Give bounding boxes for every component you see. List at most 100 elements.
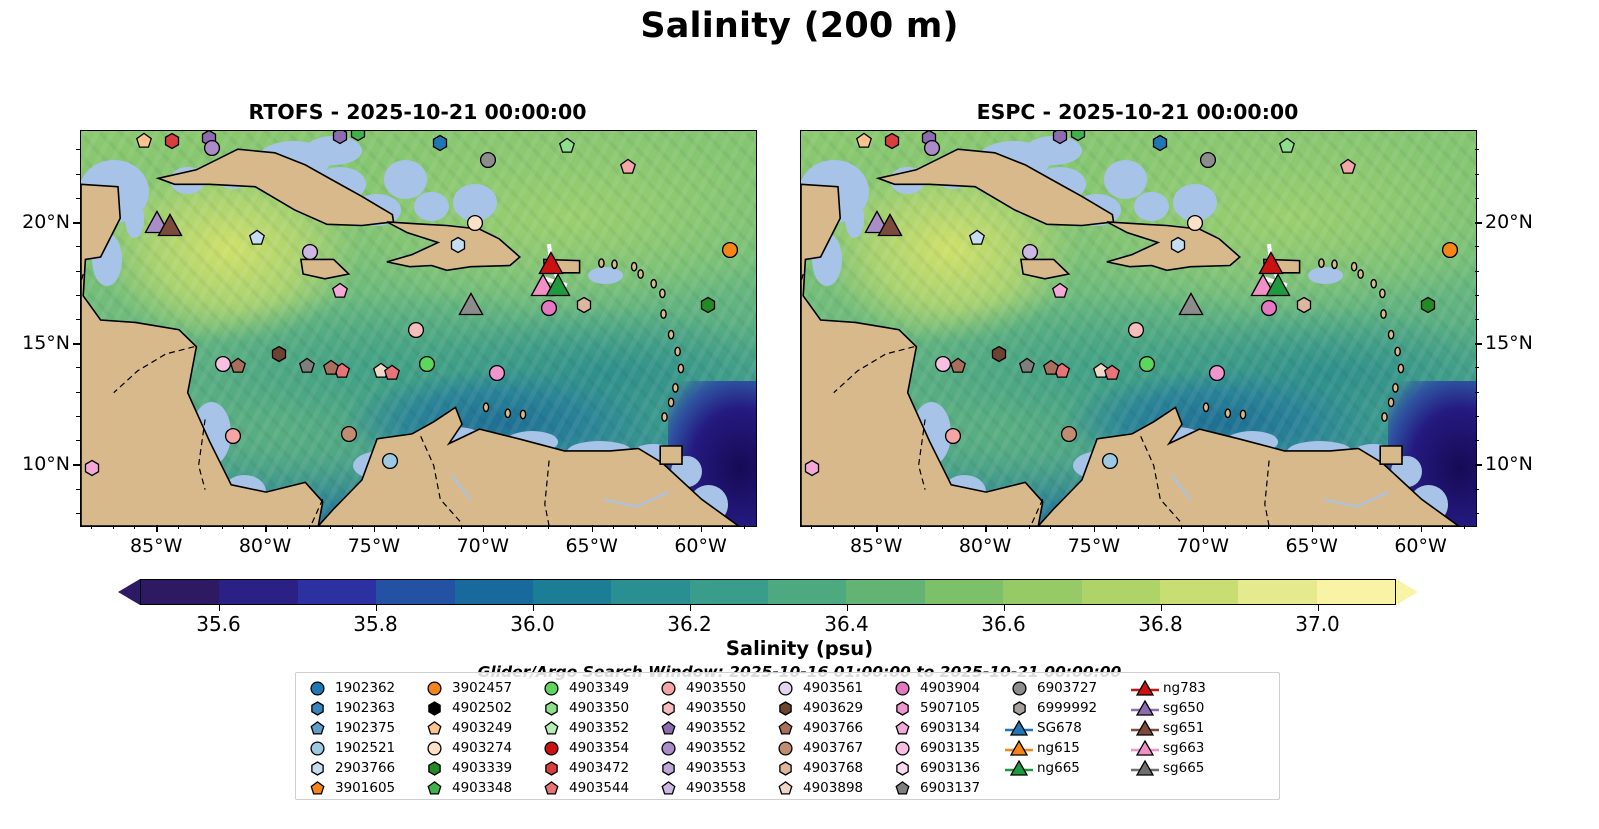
- map-marker-pentagon[interactable]: [299, 357, 316, 375]
- map-marker-circle[interactable]: [1021, 244, 1038, 261]
- legend-item[interactable]: 4903561: [770, 678, 887, 698]
- map-marker-circle[interactable]: [1128, 321, 1145, 338]
- map-marker-circle[interactable]: [467, 215, 484, 232]
- legend-item[interactable]: 3901605: [302, 778, 419, 798]
- map-marker-pentagon[interactable]: [229, 357, 246, 375]
- legend-item[interactable]: sg651: [1130, 718, 1256, 738]
- map-marker-pentagon[interactable]: [1052, 282, 1069, 299]
- legend-item[interactable]: 4903472: [536, 758, 653, 778]
- legend-item[interactable]: 4903629: [770, 698, 887, 718]
- map-marker-triangle[interactable]: [538, 251, 565, 275]
- map-marker-pentagon[interactable]: [1104, 364, 1121, 382]
- legend-item[interactable]: 4903349: [536, 678, 653, 698]
- map-marker-circle[interactable]: [923, 139, 940, 157]
- map-marker-hexagon[interactable]: [884, 132, 901, 149]
- map-marker-hexagon[interactable]: [349, 131, 366, 142]
- legend-item[interactable]: 3902457: [419, 678, 536, 698]
- map-marker-pentagon[interactable]: [1019, 357, 1036, 375]
- map-marker-hexagon[interactable]: [1152, 134, 1169, 152]
- map-marker-hexagon[interactable]: [83, 459, 100, 477]
- map-marker-circle[interactable]: [1261, 299, 1278, 316]
- legend-item[interactable]: 4903274: [419, 738, 536, 758]
- map-marker-circle[interactable]: [1102, 452, 1119, 469]
- legend-item[interactable]: sg663: [1130, 738, 1256, 758]
- map-marker-circle[interactable]: [1200, 152, 1217, 169]
- legend-item[interactable]: 4903350: [536, 698, 653, 718]
- legend-item[interactable]: ng783: [1130, 678, 1256, 698]
- map-marker-triangle[interactable]: [1265, 273, 1291, 297]
- map-marker-pentagon[interactable]: [856, 132, 873, 149]
- map-marker-pentagon[interactable]: [373, 362, 390, 379]
- map-marker-hexagon[interactable]: [1069, 131, 1086, 142]
- map-marker-triangle[interactable]: [1178, 292, 1204, 316]
- map-marker-hexagon[interactable]: [1295, 297, 1312, 314]
- map-marker-circle[interactable]: [1187, 215, 1204, 232]
- map-marker-circle[interactable]: [721, 241, 738, 258]
- map-marker-circle[interactable]: [340, 425, 357, 442]
- legend-item[interactable]: 5907105: [887, 698, 1004, 718]
- legend-item[interactable]: 6903134: [887, 718, 1004, 738]
- map-marker-triangle[interactable]: [157, 212, 183, 237]
- map-marker-hexagon[interactable]: [1420, 297, 1437, 314]
- legend-item[interactable]: 4903550: [653, 698, 770, 718]
- map-marker-hexagon[interactable]: [332, 131, 349, 145]
- map-marker-pentagon[interactable]: [136, 132, 153, 149]
- map-marker-hexagon[interactable]: [271, 345, 288, 363]
- legend-item[interactable]: 6999992: [1004, 698, 1130, 718]
- legend-item[interactable]: 4903348: [419, 778, 536, 798]
- map-marker-pentagon[interactable]: [619, 158, 636, 176]
- legend-item[interactable]: SG678: [1004, 718, 1130, 738]
- glider-argo-legend[interactable]: 1902362 1902363 1902375 1902521 2903766 39016…: [295, 672, 1280, 800]
- legend-item[interactable]: sg665: [1130, 758, 1256, 778]
- legend-item[interactable]: 4903550: [653, 678, 770, 698]
- legend-item[interactable]: 4903339: [419, 758, 536, 778]
- map-marker-circle[interactable]: [945, 428, 962, 445]
- map-marker-hexagon[interactable]: [991, 345, 1008, 363]
- map-marker-circle[interactable]: [1208, 365, 1225, 382]
- map-marker-circle[interactable]: [408, 321, 425, 338]
- map-marker-circle[interactable]: [541, 299, 558, 316]
- map-marker-hexagon[interactable]: [803, 459, 820, 477]
- map-marker-pentagon[interactable]: [1278, 137, 1295, 154]
- map-marker-hexagon[interactable]: [1052, 131, 1069, 145]
- legend-item[interactable]: 4902502: [419, 698, 536, 718]
- map-marker-circle[interactable]: [1441, 241, 1458, 258]
- legend-item[interactable]: 1902363: [302, 698, 419, 718]
- legend-item[interactable]: 4903558: [653, 778, 770, 798]
- legend-item[interactable]: 4903766: [770, 718, 887, 738]
- legend-item[interactable]: ng665: [1004, 758, 1130, 778]
- legend-item[interactable]: 1902362: [302, 678, 419, 698]
- map-marker-circle[interactable]: [301, 244, 318, 261]
- map-marker-pentagon[interactable]: [1339, 158, 1356, 176]
- map-marker-circle[interactable]: [419, 355, 436, 372]
- map-marker-triangle[interactable]: [545, 273, 571, 297]
- legend-item[interactable]: 1902521: [302, 738, 419, 758]
- map-marker-pentagon[interactable]: [969, 229, 986, 246]
- legend-item[interactable]: ng615: [1004, 738, 1130, 758]
- legend-item[interactable]: 4903898: [770, 778, 887, 798]
- map-marker-pentagon[interactable]: [1043, 360, 1060, 377]
- legend-item[interactable]: 1902375: [302, 718, 419, 738]
- map-marker-pentagon[interactable]: [1093, 362, 1110, 379]
- map-marker-pentagon[interactable]: [332, 282, 349, 299]
- map-marker-circle[interactable]: [203, 139, 220, 157]
- legend-item[interactable]: 4903768: [770, 758, 887, 778]
- map-marker-hexagon[interactable]: [432, 134, 449, 152]
- map-marker-hexagon[interactable]: [1169, 236, 1186, 254]
- map-marker-circle[interactable]: [225, 428, 242, 445]
- legend-item[interactable]: 4903904: [887, 678, 1004, 698]
- legend-item[interactable]: 4903553: [653, 758, 770, 778]
- legend-item[interactable]: 4903249: [419, 718, 536, 738]
- map-marker-circle[interactable]: [480, 152, 497, 169]
- map-marker-hexagon[interactable]: [700, 297, 717, 314]
- map-marker-triangle[interactable]: [877, 212, 903, 237]
- legend-item[interactable]: 2903766: [302, 758, 419, 778]
- legend-item[interactable]: 6903727: [1004, 678, 1130, 698]
- legend-item[interactable]: 6903136: [887, 758, 1004, 778]
- legend-item[interactable]: 4903354: [536, 738, 653, 758]
- map-marker-pentagon[interactable]: [558, 137, 575, 154]
- map-marker-triangle[interactable]: [458, 292, 484, 316]
- map-marker-hexagon[interactable]: [449, 236, 466, 254]
- legend-item[interactable]: 4903552: [653, 718, 770, 738]
- map-marker-hexagon[interactable]: [164, 132, 181, 149]
